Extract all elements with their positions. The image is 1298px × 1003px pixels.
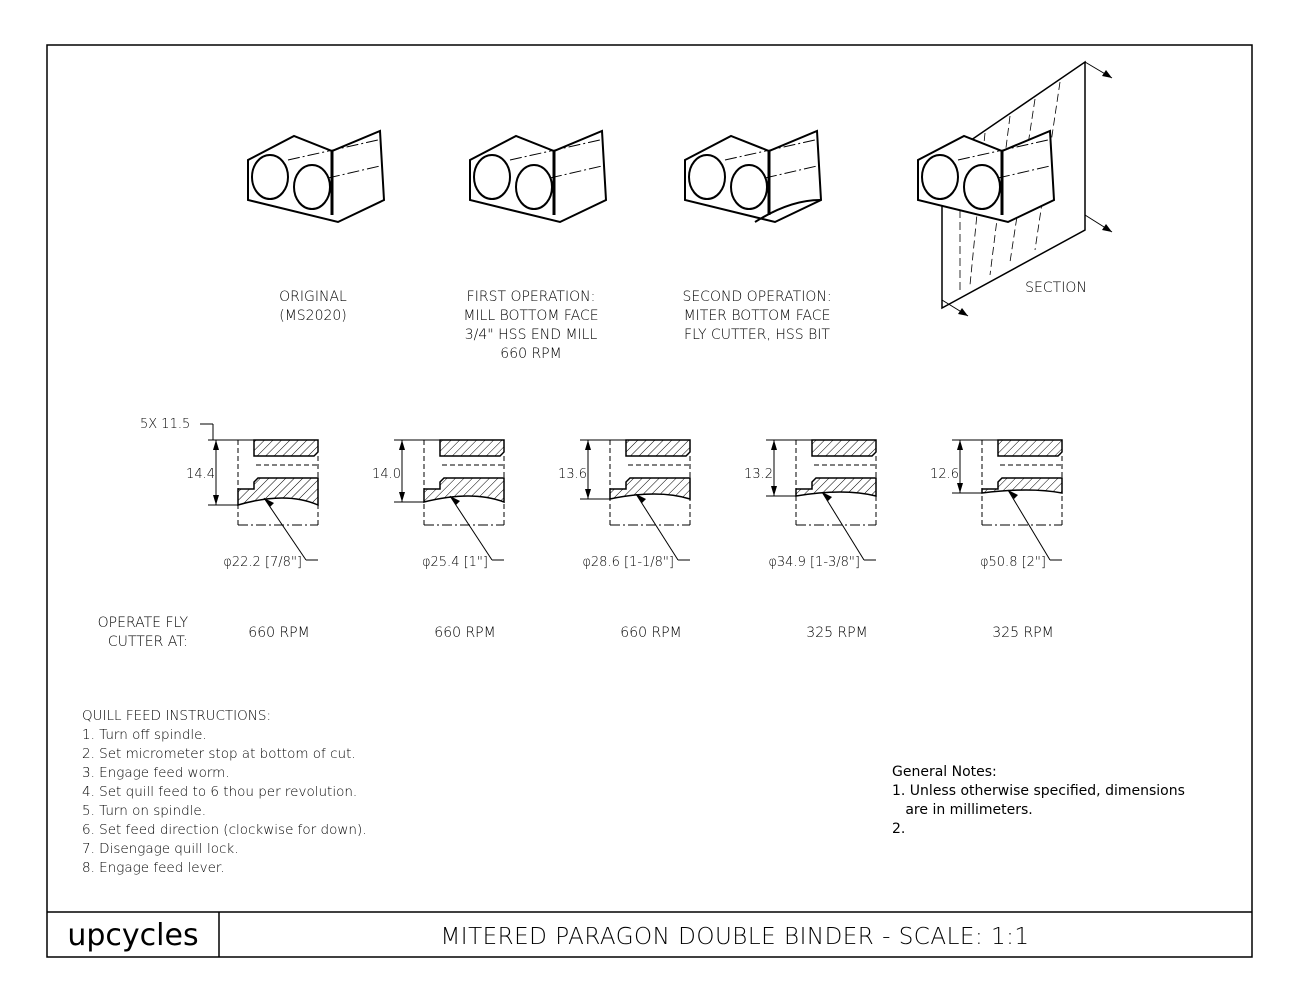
lower-wall: [795, 477, 877, 497]
view-label-first-1: FIRST OPERATION:: [467, 289, 596, 305]
general-note: are in millimeters.: [892, 802, 1033, 818]
diameter-label: φ28.6 [1-1/8"]: [582, 555, 674, 570]
lower-wall: [609, 477, 691, 501]
sheet-border: [46, 44, 1253, 958]
rpm-value: 660 RPM: [434, 625, 495, 641]
diameter-label: φ34.9 [1-3/8"]: [768, 555, 860, 570]
lower-wall: [981, 477, 1063, 494]
view-label-second-1: SECOND OPERATION:: [682, 289, 831, 305]
view-label-section: SECTION: [1025, 280, 1087, 296]
quill-step: 4. Set quill feed to 6 thou per revoluti…: [82, 784, 357, 800]
height-dimension: 12.6: [930, 467, 959, 482]
section-detail-2: 14.0 φ25.4 [1"] 660 RPM: [372, 439, 505, 641]
quill-step: 2. Set micrometer stop at bottom of cut.: [82, 746, 356, 762]
drawing-title: MITERED PARAGON DOUBLE BINDER - SCALE: 1…: [440, 924, 1029, 950]
rpm-value: 325 RPM: [806, 625, 867, 641]
rpm-value: 660 RPM: [248, 625, 309, 641]
height-dimension: 13.2: [744, 467, 773, 482]
upper-wall: [811, 439, 877, 457]
common-dimension: 5X 11.5: [140, 417, 190, 432]
view-label-original-1: ORIGINAL: [279, 289, 347, 305]
view-label-first-2: MILL BOTTOM FACE: [463, 308, 598, 324]
view-label-first-4: 660 RPM: [500, 346, 561, 362]
view-first-operation: [468, 129, 608, 224]
upper-wall: [625, 439, 691, 457]
height-dimension: 14.0: [372, 467, 401, 482]
view-label-first-3: 3/4" HSS END MILL: [465, 327, 598, 343]
quill-step: 1. Turn off spindle.: [82, 727, 207, 743]
section-details: 14.4 φ22.2 [7/8"] 660 RPM 14.0 φ25.4 [1"] 660…: [186, 439, 1063, 641]
view-section: [916, 60, 1113, 317]
quill-step: 7. Disengage quill lock.: [82, 841, 239, 857]
quill-step: 5. Turn on spindle.: [82, 803, 206, 819]
section-detail-5: 12.6 φ50.8 [2"] 325 RPM: [930, 439, 1063, 641]
quill-step: 8. Engage feed lever.: [82, 860, 225, 876]
general-notes-title: General Notes:: [892, 764, 997, 780]
general-note: 1. Unless otherwise specified, dimension…: [892, 783, 1185, 799]
height-dimension: 13.6: [558, 467, 587, 482]
rpm-value: 660 RPM: [620, 625, 681, 641]
height-dimension: 14.4: [186, 467, 215, 482]
upper-wall: [439, 439, 505, 457]
quill-step: 3. Engage feed worm.: [82, 765, 230, 781]
rpm-value: 325 RPM: [992, 625, 1053, 641]
quill-step: 6. Set feed direction (clockwise for dow…: [82, 822, 367, 838]
view-label-second-2: MITER BOTTOM FACE: [684, 308, 831, 324]
view-second-operation: [683, 129, 823, 224]
operate-label-1: OPERATE FLY: [98, 615, 189, 631]
lower-wall: [237, 477, 319, 507]
upper-wall: [253, 439, 319, 457]
company-logo: upcycles: [67, 918, 198, 953]
view-original: [246, 129, 386, 224]
upper-wall: [997, 439, 1063, 457]
diameter-label: φ50.8 [2"]: [980, 555, 1046, 570]
lower-wall: [423, 477, 505, 504]
diameter-label: φ25.4 [1"]: [422, 555, 488, 570]
section-detail-4: 13.2 φ34.9 [1-3/8"] 325 RPM: [744, 439, 877, 641]
quill-title: QUILL FEED INSTRUCTIONS:: [82, 708, 271, 724]
section-detail-3: 13.6 φ28.6 [1-1/8"] 660 RPM: [558, 439, 691, 641]
diameter-label: φ22.2 [7/8"]: [223, 555, 302, 570]
operate-label-2: CUTTER AT:: [108, 634, 188, 650]
view-label-second-3: FLY CUTTER, HSS BIT: [684, 327, 830, 343]
view-label-original-2: (MS2020): [279, 308, 347, 324]
section-detail-1: 14.4 φ22.2 [7/8"] 660 RPM: [186, 439, 319, 641]
general-note: 2.: [892, 821, 905, 837]
